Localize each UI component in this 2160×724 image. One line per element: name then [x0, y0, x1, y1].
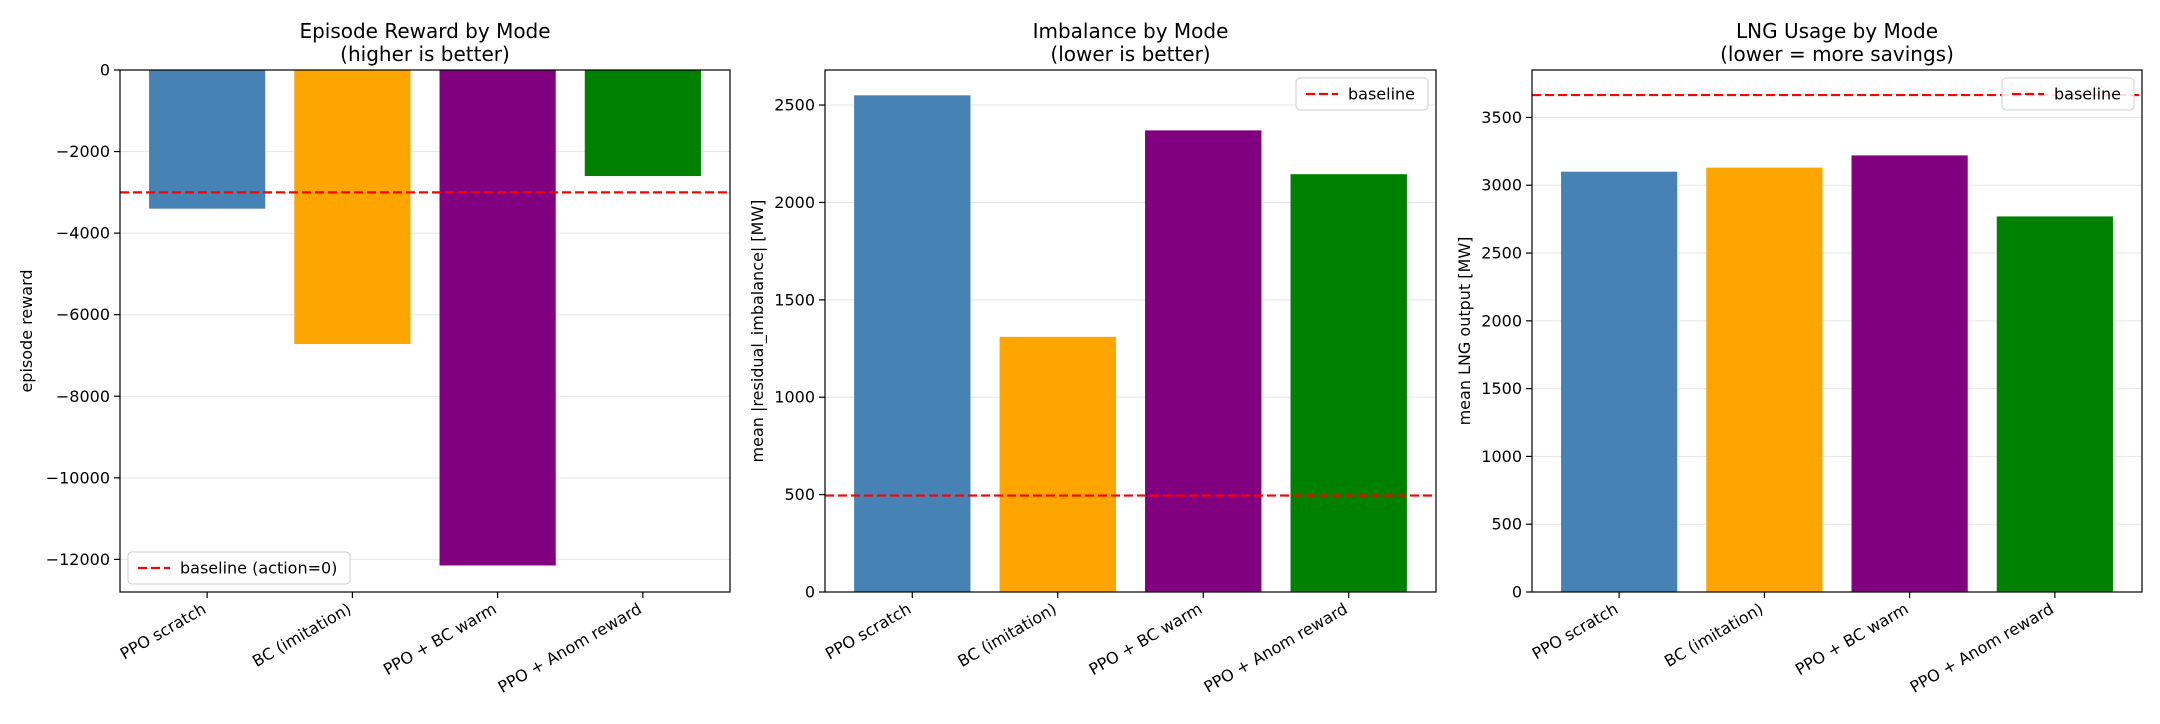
legend-label: baseline (action=0): [180, 559, 337, 578]
chart-title: LNG Usage by Mode: [1736, 19, 1938, 43]
y-tick-label: 500: [784, 485, 815, 504]
y-tick-label: −12000: [46, 550, 110, 569]
y-tick-label: 0: [100, 61, 110, 80]
bar-4: [1290, 174, 1407, 592]
x-tick-label: PPO scratch: [822, 599, 914, 663]
axes-frame: [824, 69, 1437, 593]
y-tick-label: 3500: [1481, 108, 1522, 127]
x-tick-label: PPO + BC warm: [1086, 599, 1206, 679]
bar-2: [999, 336, 1116, 592]
y-tick-label: 3000: [1481, 176, 1522, 195]
y-tick-label: 1000: [774, 388, 815, 407]
x-tick-label: BC (imitation): [954, 599, 1059, 671]
x-tick-label: PPO scratch: [1529, 599, 1621, 663]
legend: baseline: [1295, 77, 1429, 111]
bar-4: [584, 70, 701, 177]
y-axis-label: mean LNG output [MW]: [1455, 237, 1474, 426]
y-tick-label: 2000: [774, 193, 815, 212]
bar-3: [1145, 130, 1262, 592]
legend-box: [1295, 77, 1429, 111]
x-tick-label: PPO + Anom reward: [1201, 599, 1351, 697]
y-tick-label: 1500: [774, 290, 815, 309]
bar-1: [854, 95, 971, 592]
axes-frame: [1531, 69, 2143, 593]
chart-subtitle: (higher is better): [340, 42, 510, 66]
legend-label: baseline: [1348, 85, 1415, 104]
y-tick-label: 2500: [774, 96, 815, 115]
y-tick-label: 0: [805, 583, 815, 602]
legend: baseline (action=0): [127, 551, 351, 585]
y-tick-label: 1000: [1481, 447, 1522, 466]
x-tick-label: PPO + Anom reward: [1907, 599, 2057, 697]
legend-box: [127, 551, 351, 585]
y-tick-label: 1500: [1481, 379, 1522, 398]
x-tick-label: PPO scratch: [117, 599, 209, 663]
chart-panel-2: 0 500 1000 1500 2000 2500 PPO scratch BC (imita…: [748, 19, 1437, 697]
legend: baseline: [2001, 77, 2135, 111]
bar-2: [1706, 167, 1823, 592]
legend-label: baseline: [2054, 85, 2121, 104]
y-tick-label: −6000: [56, 305, 110, 324]
y-tick-label: −2000: [56, 142, 110, 161]
x-tick-label: BC (imitation): [1661, 599, 1766, 671]
y-tick-label: −4000: [56, 224, 110, 243]
x-tick-label: PPO + Anom reward: [495, 599, 645, 697]
bar-2: [294, 70, 411, 345]
x-tick-label: BC (imitation): [249, 599, 354, 671]
y-tick-label: 2000: [1481, 311, 1522, 330]
x-tick-label: PPO + BC warm: [380, 599, 500, 679]
x-tick-label: PPO + BC warm: [1792, 599, 1912, 679]
y-tick-label: 500: [1491, 515, 1522, 534]
y-tick-label: 2500: [1481, 244, 1522, 263]
legend-box: [2001, 77, 2135, 111]
chart-panel-3: 0 500 1000 1500 2000 2500 3000 3500 PPO scratch B…: [1455, 19, 2143, 697]
axes-frame: [119, 69, 731, 593]
bar-3: [439, 70, 556, 566]
bar-4: [1996, 216, 2113, 593]
y-axis-label: mean |residual_imbalance| [MW]: [748, 200, 768, 463]
y-tick-label: −10000: [46, 468, 110, 487]
chart-subtitle: (lower is better): [1050, 42, 1210, 66]
chart-panel-1: 0 −2000 −4000 −6000 −8000 −10000 −12000 PPO scr…: [17, 19, 731, 697]
bar-3: [1851, 155, 1968, 592]
bar-1: [1561, 171, 1678, 593]
chart-title: Imbalance by Mode: [1033, 19, 1229, 43]
chart-title: Episode Reward by Mode: [299, 19, 550, 43]
y-tick-label: 0: [1512, 583, 1522, 602]
bar-1: [149, 70, 266, 209]
chart-subtitle: (lower = more savings): [1720, 42, 1954, 66]
y-axis-label: episode reward: [17, 269, 36, 392]
y-tick-label: −8000: [56, 387, 110, 406]
